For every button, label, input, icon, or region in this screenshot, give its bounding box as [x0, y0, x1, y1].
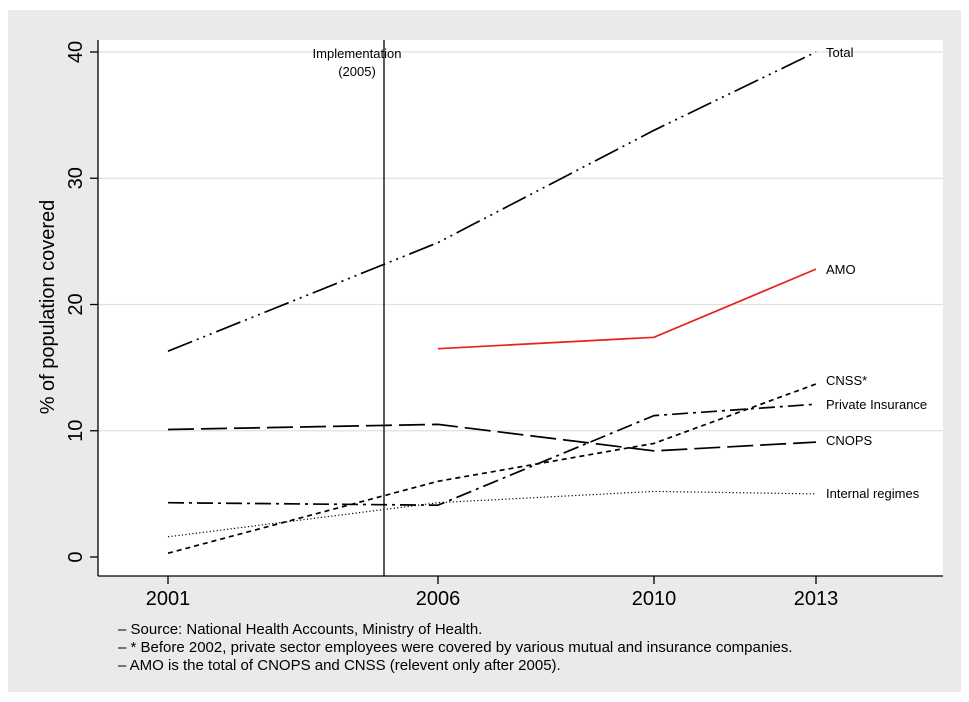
footnotes: – Source: National Health Accounts, Mini…	[118, 621, 793, 674]
y-tick-label: 30	[65, 167, 87, 189]
line-chart: % of population covered 0 10 20 30 40 2001 200…	[37, 40, 943, 674]
gridlines	[98, 51, 943, 432]
x-tick-label: 2010	[632, 588, 677, 610]
series-labels: Total AMO CNSS* Private Insurance CNOPS Inter…	[826, 45, 927, 501]
x-tick-label: 2001	[146, 588, 191, 610]
plot-area	[98, 40, 943, 576]
y-tick-label: 10	[65, 420, 87, 442]
y-tick-label: 20	[65, 293, 87, 315]
chart-frame: % of population covered 0 10 20 30 40 2001 200…	[8, 10, 961, 692]
series-label: Total	[826, 45, 854, 60]
series-label: Internal regimes	[826, 486, 920, 501]
series-label: Private Insurance	[826, 397, 927, 412]
y-tick-label: 40	[65, 41, 87, 63]
tick-labels: 0 10 20 30 40 2001 2006 2010 2013	[65, 41, 838, 610]
series-line-total	[167, 51, 817, 352]
x-tick-label: 2006	[416, 588, 461, 610]
series-line-cnss	[167, 383, 817, 555]
footnote-private-sector: – * Before 2002, private sector employee…	[118, 639, 793, 656]
series-line-private-insurance	[167, 403, 817, 507]
footnote-amo: – AMO is the total of CNOPS and CNSS (re…	[118, 657, 561, 674]
implementation-marker: Implementation (2005)	[313, 40, 402, 576]
series-line-amo	[437, 268, 817, 350]
series-label: AMO	[826, 262, 856, 277]
x-tick-label: 2013	[794, 588, 839, 610]
series-line-cnops	[167, 423, 817, 452]
series-lines	[167, 51, 817, 555]
y-axis-title: % of population covered	[37, 200, 59, 415]
axes	[97, 40, 943, 577]
series-label: CNOPS	[826, 433, 873, 448]
series-label: CNSS*	[826, 373, 867, 388]
y-tick-label: 0	[65, 551, 87, 562]
implementation-label: Implementation	[313, 46, 402, 61]
footnote-source: – Source: National Health Accounts, Mini…	[118, 621, 482, 638]
implementation-year-label: (2005)	[338, 64, 376, 79]
